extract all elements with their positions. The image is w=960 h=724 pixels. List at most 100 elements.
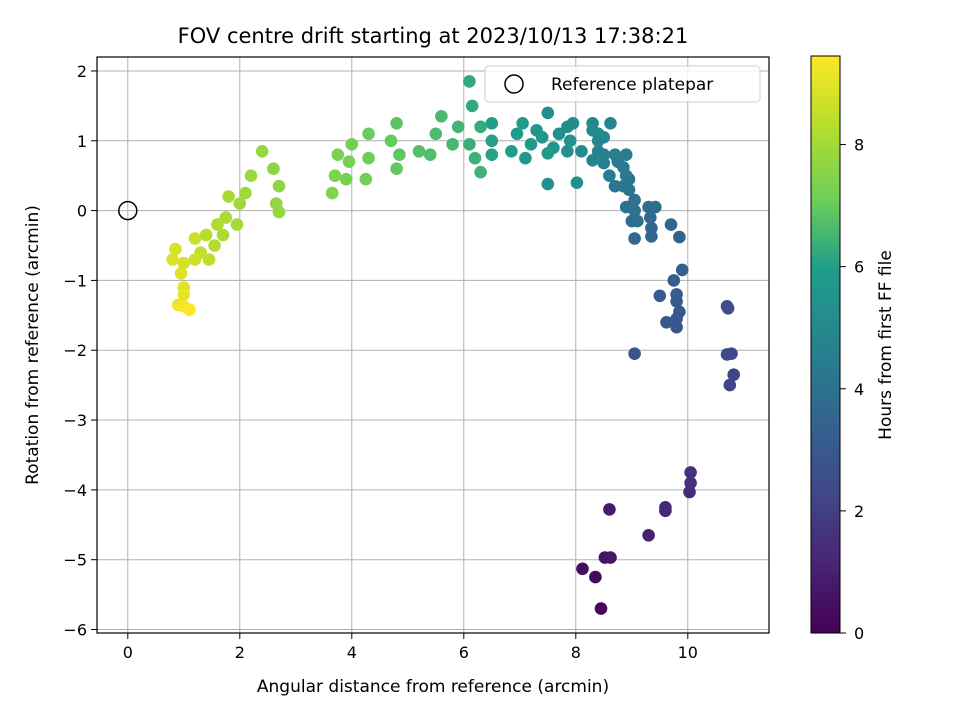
data-point — [524, 138, 538, 151]
data-point — [233, 197, 247, 210]
data-point — [649, 200, 662, 214]
data-point — [174, 267, 188, 280]
data-point — [604, 117, 617, 130]
data-point — [608, 148, 622, 161]
data-point — [339, 172, 353, 186]
data-point — [169, 242, 182, 256]
data-point — [474, 165, 487, 179]
x-tick-label: 6 — [459, 643, 469, 662]
colorbar-tick-label: 8 — [854, 136, 864, 155]
plot-frame — [96, 56, 770, 634]
data-point — [267, 162, 280, 175]
data-point — [576, 562, 589, 576]
x-tick-label: 2 — [235, 643, 245, 662]
data-point — [485, 134, 499, 148]
data-point — [541, 177, 555, 191]
data-point — [390, 162, 403, 175]
data-point — [570, 176, 584, 189]
data-point — [384, 134, 398, 148]
data-point — [272, 205, 286, 219]
data-point — [166, 253, 179, 266]
x-tick-label: 10 — [678, 643, 698, 662]
data-point — [628, 193, 641, 207]
data-point — [230, 218, 244, 231]
data-point — [177, 256, 191, 270]
data-point — [211, 218, 224, 231]
data-point — [435, 110, 448, 123]
data-point — [575, 145, 588, 158]
x-tick-label: 0 — [123, 643, 133, 662]
data-point — [720, 348, 734, 361]
data-point — [325, 186, 339, 200]
data-point — [429, 127, 443, 141]
colorbar-tick-label: 2 — [854, 502, 864, 521]
data-point — [604, 551, 617, 564]
data-point — [345, 138, 359, 151]
data-point — [463, 138, 476, 151]
data-point — [244, 169, 258, 182]
legend: Reference platepar — [484, 65, 761, 103]
data-point — [673, 305, 686, 319]
grid-lines — [97, 57, 769, 633]
data-point — [446, 138, 459, 151]
data-point — [727, 368, 740, 382]
data-point — [642, 529, 655, 542]
x-axis-ticks: 0 2 4 6 8 10 — [123, 633, 698, 662]
data-point — [684, 466, 697, 479]
y-axis-label: Rotation from reference (arcmin) — [23, 205, 43, 485]
data-point — [272, 179, 286, 193]
data-point — [566, 117, 580, 130]
chart-title: FOV centre drift starting at 2023/10/13 … — [178, 24, 689, 48]
data-point — [208, 239, 221, 252]
data-point — [423, 148, 437, 161]
data-point — [619, 200, 633, 214]
data-point — [342, 155, 356, 168]
data-point — [510, 127, 524, 141]
data-point — [516, 117, 529, 130]
data-point — [720, 300, 734, 313]
colorbar-tick-label: 4 — [854, 380, 864, 399]
data-point — [653, 289, 667, 303]
data-point — [670, 288, 683, 301]
legend-box — [484, 65, 761, 103]
colorbar-tick-label: 0 — [854, 624, 864, 643]
y-tick-label: −6 — [63, 621, 87, 640]
x-tick-label: 8 — [571, 643, 581, 662]
y-tick-label: −1 — [63, 271, 87, 290]
data-point — [673, 230, 686, 244]
data-point — [589, 570, 602, 584]
data-point — [328, 169, 342, 182]
data-point — [359, 172, 373, 186]
y-tick-label: −3 — [63, 411, 87, 430]
data-point — [485, 148, 499, 161]
data-point — [631, 214, 644, 228]
y-tick-label: 1 — [77, 132, 87, 151]
data-point — [541, 106, 555, 120]
data-point — [664, 218, 678, 231]
data-point — [586, 124, 599, 137]
y-tick-label: 2 — [77, 62, 87, 81]
x-tick-label: 4 — [347, 643, 357, 662]
data-point — [644, 211, 657, 224]
data-point — [675, 263, 689, 277]
data-point — [331, 148, 345, 161]
y-tick-label: 0 — [77, 202, 87, 221]
data-point — [603, 503, 616, 516]
data-point — [519, 151, 532, 165]
colorbar-frame — [810, 55, 841, 634]
data-point — [474, 120, 487, 134]
reference-platepar-marker — [118, 200, 138, 221]
data-point — [393, 148, 406, 161]
x-axis-label: Angular distance from reference (arcmin) — [257, 677, 609, 697]
data-point — [199, 228, 213, 242]
colorbar-tick-label: 6 — [854, 258, 864, 277]
data-point — [645, 221, 658, 235]
data-point — [183, 303, 196, 317]
colorbar: 0 2 4 6 8 Hours from first FF file — [810, 55, 896, 643]
data-point — [684, 476, 697, 490]
data-point — [485, 117, 499, 130]
data-point — [188, 253, 202, 266]
data-point — [412, 145, 426, 158]
data-point — [530, 124, 543, 137]
